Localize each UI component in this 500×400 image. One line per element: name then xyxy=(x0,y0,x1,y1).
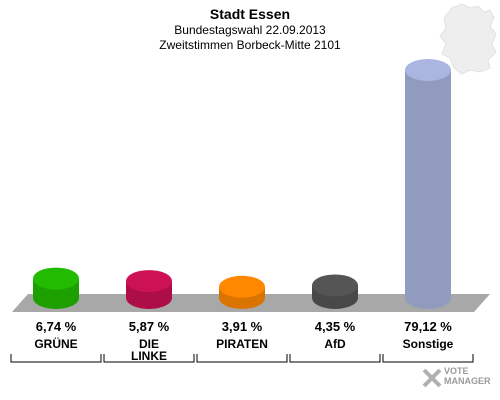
germany-map-icon xyxy=(439,3,497,75)
category-label: AfD xyxy=(290,338,380,350)
value-label: 79,12 % xyxy=(404,319,452,334)
value-label: 4,35 % xyxy=(314,319,356,334)
value-label: 3,91 % xyxy=(221,319,263,334)
category-tick xyxy=(382,354,474,363)
category-label-line: Sonstige xyxy=(402,337,454,351)
bar-afd xyxy=(312,274,358,309)
bar-top xyxy=(219,275,265,298)
category-tick xyxy=(103,354,195,363)
watermark-line1: VOTE xyxy=(444,366,469,376)
bar-grüne xyxy=(33,267,79,309)
bar-top xyxy=(312,274,358,297)
category-tick xyxy=(10,354,102,363)
bar-piraten xyxy=(219,275,265,309)
vote-manager-logo-icon xyxy=(422,368,442,388)
category-label: GRÜNE xyxy=(11,338,101,350)
category-label: PIRATEN xyxy=(197,338,287,350)
category-label: DIE LINKE xyxy=(104,338,194,362)
category-label-line: GRÜNE xyxy=(34,337,78,351)
bar-die-linke xyxy=(126,270,172,309)
category-label-line: LINKE xyxy=(131,349,167,363)
bar-top xyxy=(33,267,79,290)
watermark: VOTE MANAGER xyxy=(422,366,491,388)
value-label: 5,87 % xyxy=(128,319,170,334)
watermark-line2: MANAGER xyxy=(444,376,491,386)
category-label-line: DIE xyxy=(138,337,159,351)
category-tick xyxy=(196,354,288,363)
category-tick xyxy=(289,354,381,363)
category-ticks xyxy=(10,354,474,363)
chart-subtitle-2: Zweitstimmen Borbeck-Mitte 2101 xyxy=(159,38,341,52)
bar-sonstige xyxy=(405,59,451,309)
bars-group xyxy=(33,59,451,309)
bar-top xyxy=(405,59,451,81)
bar-body xyxy=(405,70,451,309)
chart-title: Stadt Essen xyxy=(209,6,291,22)
value-label: 6,74 % xyxy=(35,319,77,334)
chart-header: Stadt Essen Bundestagswahl 22.09.2013 Zw… xyxy=(0,6,500,53)
category-label-line: PIRATEN xyxy=(216,337,268,351)
category-label: Sonstige xyxy=(383,338,473,350)
bar-top xyxy=(126,270,172,293)
category-label-line: AfD xyxy=(324,337,346,351)
chart-subtitle: Bundestagswahl 22.09.2013 xyxy=(174,23,326,37)
